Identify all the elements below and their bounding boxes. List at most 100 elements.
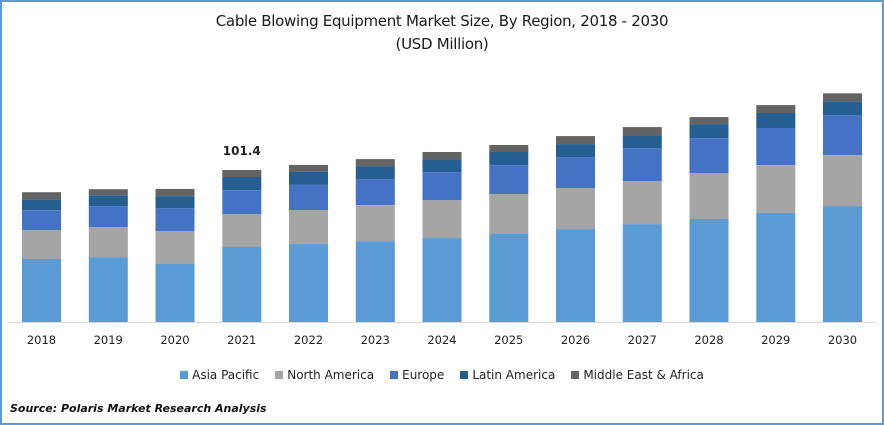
bar-segment-north-america-2022: [289, 210, 328, 244]
bar-segment-asia-pacific-2023: [355, 241, 395, 322]
legend-item-europe: Europe: [390, 368, 444, 382]
bar-segment-middle-east-africa-2029: [756, 105, 796, 113]
bar-segment-europe-2027: [622, 148, 662, 182]
bar-segment-middle-east-africa-2024: [422, 152, 462, 159]
bar-segment-middle-east-africa-2025: [489, 145, 529, 152]
legend-item-north-america: North America: [275, 368, 374, 382]
data-label: 101.4: [223, 144, 261, 158]
bar-segment-middle-east-africa-2027: [622, 127, 662, 135]
bar-segment-asia-pacific-2020: [155, 264, 195, 322]
legend-swatch: [275, 371, 284, 379]
bar-segment-latin-america-2028: [689, 124, 729, 138]
legend-swatch: [180, 371, 189, 379]
bar-segment-europe-2026: [556, 157, 595, 189]
legend-swatch: [390, 371, 399, 379]
legend-item-asia-pacific: Asia Pacific: [180, 368, 259, 382]
bar-segment-europe-2028: [689, 138, 729, 173]
bar-segment-latin-america-2021: [222, 177, 262, 190]
bar-segment-north-america-2024: [422, 200, 462, 238]
legend-label: Europe: [402, 368, 445, 382]
legend-item-latin-america: Latin America: [460, 368, 555, 382]
bar-segment-north-america-2021: [222, 214, 262, 248]
bar-segment-north-america-2028: [689, 173, 729, 219]
bars-group: [22, 93, 862, 322]
x-tick-label: 2020: [160, 333, 189, 347]
bar-segment-middle-east-africa-2026: [556, 136, 595, 144]
legend-swatch: [460, 371, 469, 379]
bar-segment-europe-2022: [289, 185, 328, 210]
bar-segment-north-america-2027: [622, 181, 662, 225]
bar-segment-europe-2021: [222, 190, 262, 215]
bar-segment-north-america-2020: [155, 231, 195, 264]
legend-item-middle-east-africa: Middle East & Africa: [571, 368, 704, 382]
bar-segment-north-america-2018: [22, 230, 61, 259]
x-tick-label: 2027: [628, 333, 657, 347]
bar-segment-latin-america-2025: [489, 152, 529, 165]
bar-segment-north-america-2026: [556, 188, 595, 229]
bar-segment-europe-2030: [823, 115, 862, 156]
annotations-group: 101.4: [223, 144, 261, 158]
legend-label: Asia Pacific: [192, 368, 260, 382]
bar-segment-asia-pacific-2022: [289, 244, 328, 322]
bar-segment-asia-pacific-2025: [489, 234, 529, 322]
bar-segment-europe-2020: [155, 208, 195, 231]
x-tick-label: 2028: [694, 333, 723, 347]
bar-segment-middle-east-africa-2030: [823, 93, 862, 102]
bar-segment-middle-east-africa-2018: [22, 192, 61, 200]
bar-segment-latin-america-2020: [155, 196, 195, 209]
bar-segment-latin-america-2023: [355, 166, 395, 180]
x-tick-label: 2029: [761, 333, 790, 347]
bar-segment-middle-east-africa-2023: [355, 159, 395, 167]
bar-segment-europe-2023: [355, 179, 395, 205]
x-tick-label: 2019: [94, 333, 123, 347]
x-tick-label: 2026: [561, 333, 590, 347]
bar-segment-middle-east-africa-2022: [289, 164, 328, 172]
bar-segment-middle-east-africa-2021: [222, 170, 262, 177]
bar-segment-europe-2029: [756, 128, 796, 165]
x-tick-label: 2030: [828, 333, 857, 347]
x-tick-label: 2018: [27, 333, 56, 347]
bar-segment-latin-america-2030: [823, 101, 862, 116]
bar-segment-europe-2018: [22, 210, 61, 231]
bar-segment-north-america-2030: [823, 155, 862, 207]
bar-segment-europe-2025: [489, 165, 529, 194]
bar-segment-north-america-2025: [489, 194, 529, 234]
bar-segment-asia-pacific-2026: [556, 229, 595, 322]
bar-segment-latin-america-2022: [289, 171, 328, 185]
bar-segment-asia-pacific-2024: [422, 238, 462, 322]
bar-segment-asia-pacific-2018: [22, 259, 61, 322]
legend-label: Middle East & Africa: [583, 368, 704, 382]
bar-segment-asia-pacific-2019: [88, 257, 128, 322]
bar-segment-europe-2024: [422, 172, 462, 201]
bar-segment-north-america-2023: [355, 205, 395, 242]
legend-label: Latin America: [472, 368, 556, 382]
bar-segment-europe-2019: [88, 206, 128, 228]
legend-label: North America: [287, 368, 375, 382]
x-tick-label: 2022: [294, 333, 323, 347]
bar-segment-latin-america-2029: [756, 113, 796, 128]
bar-segment-asia-pacific-2029: [756, 213, 796, 322]
bar-segment-asia-pacific-2028: [689, 219, 729, 322]
bar-segment-latin-america-2026: [556, 144, 595, 158]
bar-segment-north-america-2019: [88, 227, 128, 258]
x-tick-label: 2025: [494, 333, 523, 347]
x-tick-label: 2021: [227, 333, 256, 347]
chart-title: Cable Blowing Equipment Market Size, By …: [215, 12, 669, 30]
bar-segment-asia-pacific-2027: [622, 224, 662, 322]
bar-segment-latin-america-2019: [88, 195, 128, 207]
bar-segment-asia-pacific-2030: [823, 206, 862, 322]
source-note: Source: Polaris Market Research Analysis: [10, 402, 267, 415]
x-tick-label: 2024: [427, 333, 456, 347]
x-axis-ticks: 2018 2019 2020 2021 2022 2023 2024 2025 2026 2027…: [27, 333, 857, 347]
bar-segment-latin-america-2024: [422, 159, 462, 173]
bar-segment-asia-pacific-2021: [222, 247, 262, 322]
x-tick-label: 2023: [361, 333, 390, 347]
legend: Asia Pacific North America Europe Latin Ame…: [0, 368, 884, 382]
chart-subtitle: (USD Million): [395, 35, 489, 53]
bar-segment-middle-east-africa-2028: [689, 117, 729, 125]
bar-segment-north-america-2029: [756, 165, 796, 214]
bar-segment-middle-east-africa-2019: [88, 189, 128, 196]
bar-segment-latin-america-2027: [622, 135, 662, 149]
bar-segment-latin-america-2018: [22, 199, 61, 211]
